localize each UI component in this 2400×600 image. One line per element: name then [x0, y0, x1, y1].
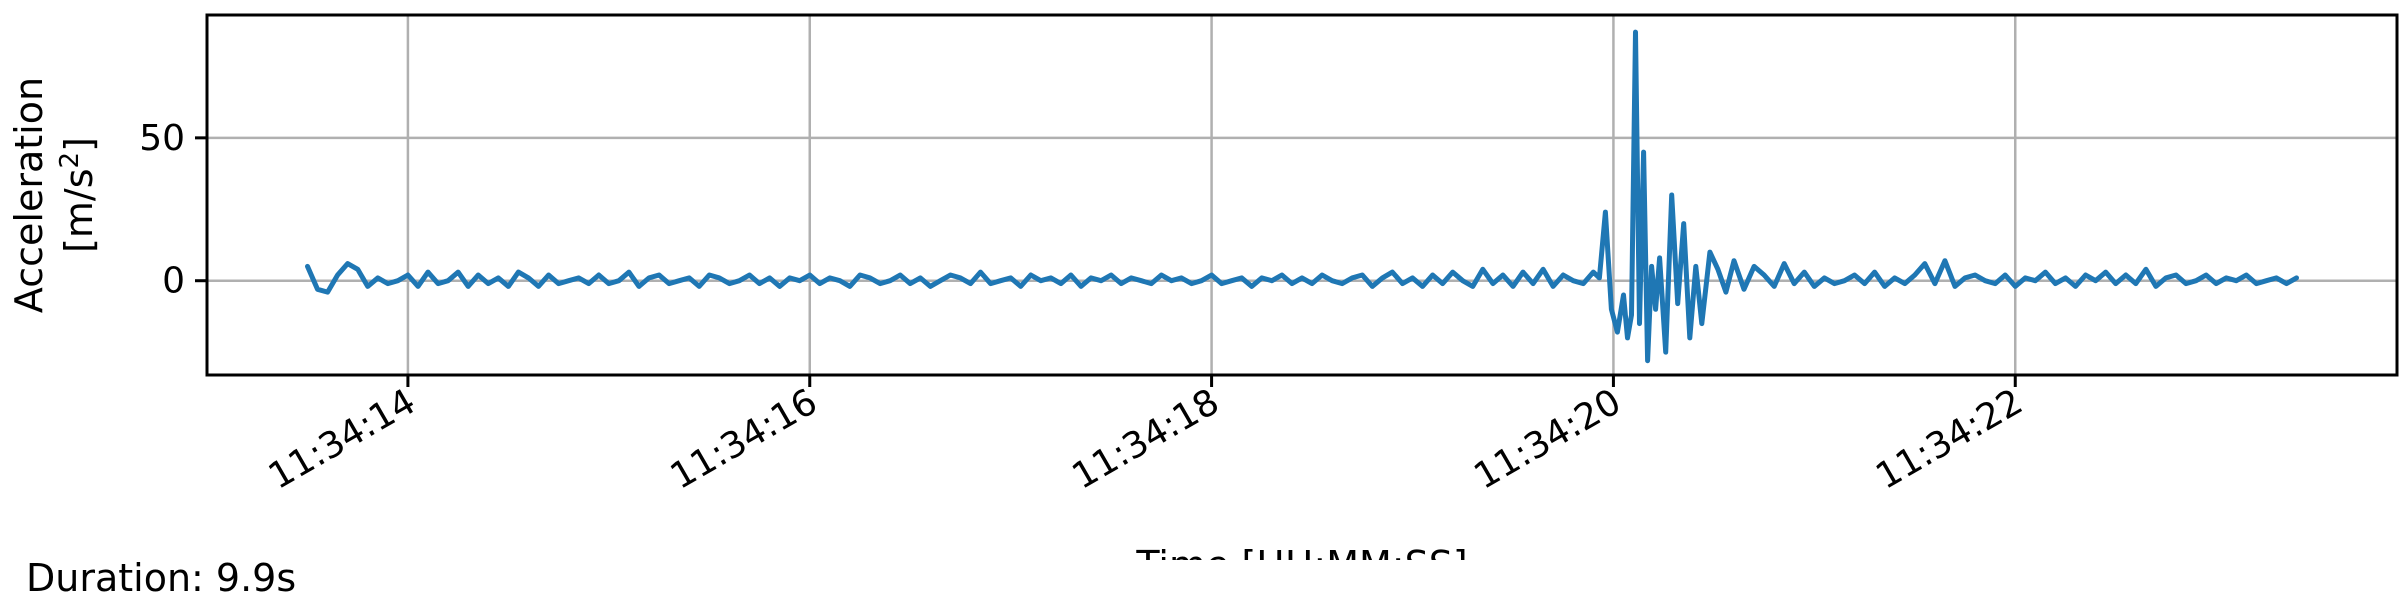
x-tick-label: 11:34:22 [1869, 381, 2030, 497]
x-tick-label: 11:34:16 [664, 381, 825, 497]
y-axis: 0 50 [139, 118, 207, 302]
duration-label: Duration: 9.9s [26, 556, 297, 600]
x-tick-label: 11:34:20 [1467, 381, 1628, 497]
x-axis-title: Time [HH:MM:SS] [1135, 543, 1467, 560]
grid [207, 15, 2397, 375]
acceleration-series-line [305, 29, 2299, 364]
acceleration-chart: 050 11:34:14 11:34:16 11:34:18 11:34:20 11:3… [7, 13, 2399, 560]
x-tick-label: 11:34:18 [1066, 381, 1227, 497]
y-axis-title-line2: [m/s2] [55, 137, 101, 253]
plot-frame [205, 13, 2399, 377]
y-tick-label: 0 [162, 261, 185, 302]
y-axis-title: Acceleration [m/s2] [7, 77, 101, 313]
x-tick-label: 11:34:14 [262, 381, 423, 497]
y-axis-title-line1: Acceleration [7, 77, 51, 313]
x-axis: 11:34:14 11:34:16 11:34:18 11:34:20 11:34:22 [262, 375, 2030, 498]
y-tick-label: 50 [139, 118, 185, 159]
